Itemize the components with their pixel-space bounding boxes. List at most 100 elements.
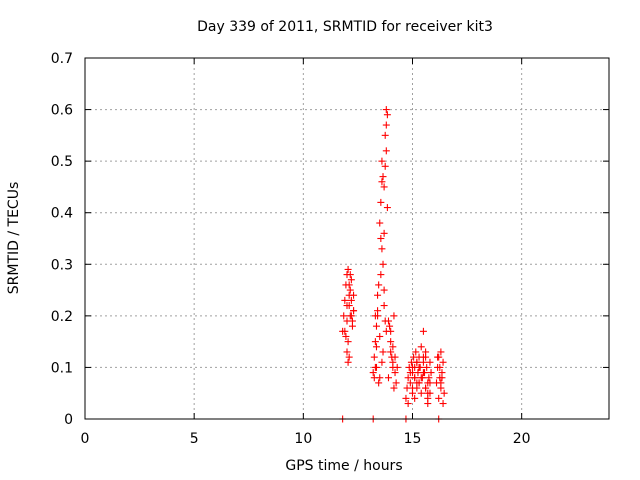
data-point	[376, 219, 384, 227]
y-tick-label: 0.6	[51, 103, 73, 119]
data-point	[383, 204, 391, 212]
data-point	[422, 384, 430, 392]
data-point	[375, 281, 383, 289]
data-point	[437, 348, 445, 356]
data-point	[345, 281, 353, 289]
data-point	[412, 348, 420, 356]
data-point	[390, 384, 398, 392]
y-tick-label: 0.1	[51, 360, 73, 376]
data-point	[422, 353, 430, 361]
data-point	[419, 327, 427, 335]
data-point	[347, 296, 355, 304]
data-point	[384, 317, 392, 325]
data-point	[346, 312, 354, 320]
data-point	[371, 312, 379, 320]
data-point	[411, 374, 419, 382]
data-point	[417, 374, 425, 382]
data-point	[382, 121, 390, 129]
data-point	[391, 369, 399, 377]
data-point	[378, 245, 386, 253]
data-point	[380, 286, 388, 294]
data-points	[339, 106, 448, 423]
y-tick-label: 0.4	[51, 206, 73, 222]
data-point	[404, 374, 412, 382]
data-point	[378, 157, 386, 165]
data-point	[372, 363, 380, 371]
data-point	[417, 389, 425, 397]
data-point	[427, 369, 435, 377]
data-point	[376, 332, 384, 340]
data-point	[440, 389, 448, 397]
data-point	[378, 178, 386, 186]
data-point	[426, 379, 434, 387]
data-point	[345, 291, 353, 299]
data-point	[386, 322, 394, 330]
data-point	[382, 147, 390, 155]
data-point	[389, 358, 397, 366]
data-point	[392, 379, 400, 387]
data-point	[350, 307, 358, 315]
x-tick-label: 5	[190, 431, 199, 447]
y-tick-label: 0.5	[51, 154, 73, 170]
data-point	[348, 317, 356, 325]
y-tick-label: 0	[64, 412, 73, 428]
data-point	[370, 353, 378, 361]
data-point	[390, 312, 398, 320]
data-point	[415, 379, 423, 387]
data-point	[370, 374, 378, 382]
axis-ticks: 0 0.1 0.2 0.3 0.4 0.5 0.6 0.7 0 5 10 15 20	[51, 51, 609, 447]
data-point	[434, 353, 442, 361]
data-point	[406, 369, 414, 377]
data-point	[371, 338, 379, 346]
data-point	[343, 348, 351, 356]
data-point	[378, 358, 386, 366]
data-point	[409, 384, 416, 392]
data-point	[435, 394, 443, 402]
x-tick-label: 10	[294, 431, 312, 447]
data-point	[379, 260, 387, 268]
y-axis-label: SRMTID / TECUs	[6, 182, 22, 295]
data-point	[393, 363, 401, 371]
data-point	[342, 332, 350, 340]
data-point	[372, 322, 380, 330]
data-point	[417, 343, 425, 351]
data-point	[340, 312, 348, 320]
data-point	[437, 379, 445, 387]
data-point	[377, 235, 385, 242]
data-point	[344, 338, 352, 346]
y-tick-label: 0.7	[51, 51, 73, 67]
data-point	[425, 374, 433, 382]
data-point	[404, 400, 412, 408]
data-point	[377, 198, 385, 206]
data-point	[402, 394, 410, 402]
data-point	[387, 348, 395, 356]
data-point	[406, 379, 414, 387]
data-point	[380, 183, 388, 191]
data-point	[424, 400, 432, 408]
data-point	[389, 343, 397, 351]
data-point	[346, 271, 354, 279]
data-point	[341, 327, 349, 335]
y-tick-label: 0.2	[51, 309, 73, 325]
data-point	[346, 286, 354, 294]
data-point	[439, 358, 447, 366]
data-point	[426, 358, 434, 366]
data-point	[341, 296, 349, 304]
y-tick-label: 0.3	[51, 257, 73, 273]
chart-title: Day 339 of 2011, SRMTID for receiver kit…	[197, 19, 493, 35]
data-point	[438, 374, 446, 382]
x-tick-label: 0	[81, 431, 90, 447]
data-point	[423, 363, 431, 371]
data-point	[379, 173, 387, 181]
data-point	[380, 229, 388, 237]
data-point	[381, 131, 389, 139]
data-point	[372, 343, 380, 351]
x-tick-label: 15	[404, 431, 422, 447]
data-point	[439, 400, 447, 408]
data-point	[419, 369, 427, 377]
data-point	[409, 363, 416, 371]
data-point	[369, 369, 377, 377]
data-point	[343, 302, 351, 310]
grid-lines	[85, 58, 609, 419]
